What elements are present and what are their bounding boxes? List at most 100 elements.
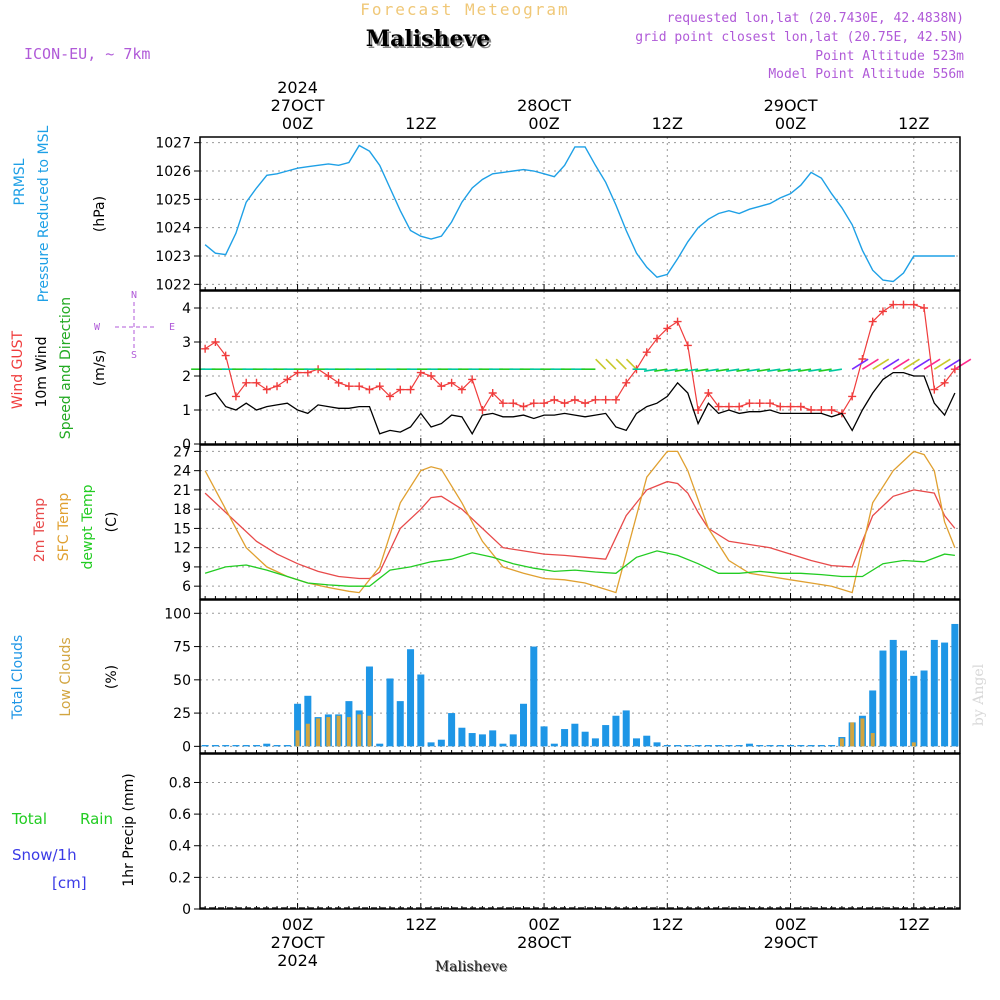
total-cloud-bar (478, 734, 486, 747)
gust-marker (642, 348, 651, 357)
total-cloud-bar (407, 649, 415, 747)
gust-marker (529, 399, 538, 408)
gust-marker (755, 399, 764, 408)
gust-marker (745, 399, 754, 408)
y-tick-label: 1022 (155, 277, 191, 293)
total-cloud-bar (294, 703, 302, 747)
wind-dir-arrow (777, 368, 791, 372)
gust-marker (776, 402, 785, 411)
y-tick-label: 21 (173, 483, 191, 499)
wind-dir-arrow (695, 368, 709, 372)
panel-frame (199, 290, 961, 445)
y-tick-label: 1027 (155, 136, 191, 152)
y-tick-label: 2 (182, 369, 191, 385)
footer-station: Malisheve (435, 959, 507, 975)
wind-dir-arrow (605, 358, 617, 370)
wind-dir-arrow (903, 358, 920, 370)
y-tick-label: 100 (164, 606, 191, 622)
wind-dir-arrow (944, 358, 962, 370)
wind-dir-arrow (674, 368, 688, 372)
gust-marker (283, 375, 292, 384)
watermark: by Angel (971, 663, 987, 726)
gust-marker (673, 317, 682, 326)
total-cloud-bar (252, 745, 260, 747)
y-tick-label: 25 (173, 706, 191, 722)
wind-dir-arrow (684, 368, 699, 372)
wind-dir-arrow (787, 368, 801, 372)
time-label-top: 12Z (652, 114, 683, 133)
low-cloud-bar (346, 717, 351, 747)
wind-dir-arrow (715, 368, 730, 372)
time-label-bottom: 12Z (652, 915, 683, 934)
gust-marker (242, 378, 251, 387)
gust-marker (570, 395, 579, 404)
wind-dir-arrow (808, 368, 822, 372)
total-cloud-bar (201, 745, 209, 747)
requested-coords: requested lon,lat (20.7430E, 42.4838N) (667, 11, 964, 26)
total-cloud-bar (591, 738, 599, 747)
rain-label-1: Total (11, 810, 47, 828)
gust-marker (201, 344, 210, 353)
clouds-unit: (%) (104, 665, 120, 689)
gust-marker (457, 385, 466, 394)
total-cloud-bar (448, 713, 456, 747)
y-tick-label: 0 (182, 902, 191, 918)
time-label-bottom: 12Z (898, 915, 929, 934)
total-cloud-bar (550, 743, 558, 747)
wind-10m-label: 10m Wind (34, 336, 50, 407)
gust-marker (899, 300, 908, 309)
total-cloud-bar (468, 733, 476, 747)
low-cloud-bar (911, 742, 916, 747)
compass-south: S (131, 350, 137, 361)
compass-west: W (94, 322, 101, 333)
total-cloud-bar (530, 646, 538, 747)
gust-marker (611, 395, 620, 404)
low-cloud-bar (839, 738, 844, 747)
panel-frame (199, 136, 961, 291)
total-cloud-bar (222, 745, 230, 747)
total-cloud-bar (632, 738, 640, 747)
y-tick-label: 12 (173, 541, 191, 557)
time-label-top: 27OCT (271, 96, 325, 115)
gust-marker (868, 317, 877, 326)
total-cloud-bar (427, 742, 435, 747)
gust-marker (273, 382, 282, 391)
total-clouds-label: Total Clouds (10, 635, 26, 720)
total-cloud-bar (941, 642, 949, 747)
y-tick-label: 1 (182, 403, 191, 419)
wind-dir-arrow (862, 358, 879, 370)
pressure-label: Pressure Reduced to MSL (36, 125, 52, 302)
total-cloud-bar (725, 745, 733, 747)
y-tick-label: 27 (173, 444, 191, 460)
gust-marker (478, 406, 487, 414)
gust-marker (704, 389, 713, 397)
time-label-bottom: 29OCT (764, 933, 818, 952)
gust-marker (858, 355, 867, 363)
total-cloud-bar (920, 670, 928, 747)
total-cloud-bar (653, 742, 661, 747)
gust-marker (427, 372, 436, 380)
y-tick-label: 6 (182, 579, 191, 595)
gust-marker (211, 338, 220, 346)
y-tick-label: 24 (173, 464, 191, 480)
gust-marker (940, 378, 949, 387)
total-cloud-bar (561, 729, 569, 747)
gust-marker (406, 385, 415, 394)
y-tick-label: 0.8 (169, 775, 191, 791)
y-tick-label: 0 (182, 437, 191, 453)
pressure-line (204, 144, 955, 283)
total-cloud-bar (930, 639, 938, 747)
sfc-temp-label: SFC Temp (56, 493, 72, 562)
wind-dir-arrow (923, 358, 941, 370)
gust-marker (355, 382, 364, 391)
low-cloud-bar (316, 718, 321, 747)
gust-marker (386, 392, 394, 401)
gust-marker (817, 406, 826, 414)
footer-station-shadow: Malisheve (436, 960, 508, 976)
total-cloud-bar (776, 745, 784, 747)
gust-marker (550, 395, 559, 404)
y-tick-label: 0 (182, 739, 191, 755)
point-altitude: Point Altitude 523m (815, 49, 964, 64)
time-label-top: 00Z (775, 114, 806, 133)
total-cloud-bar (684, 745, 692, 747)
